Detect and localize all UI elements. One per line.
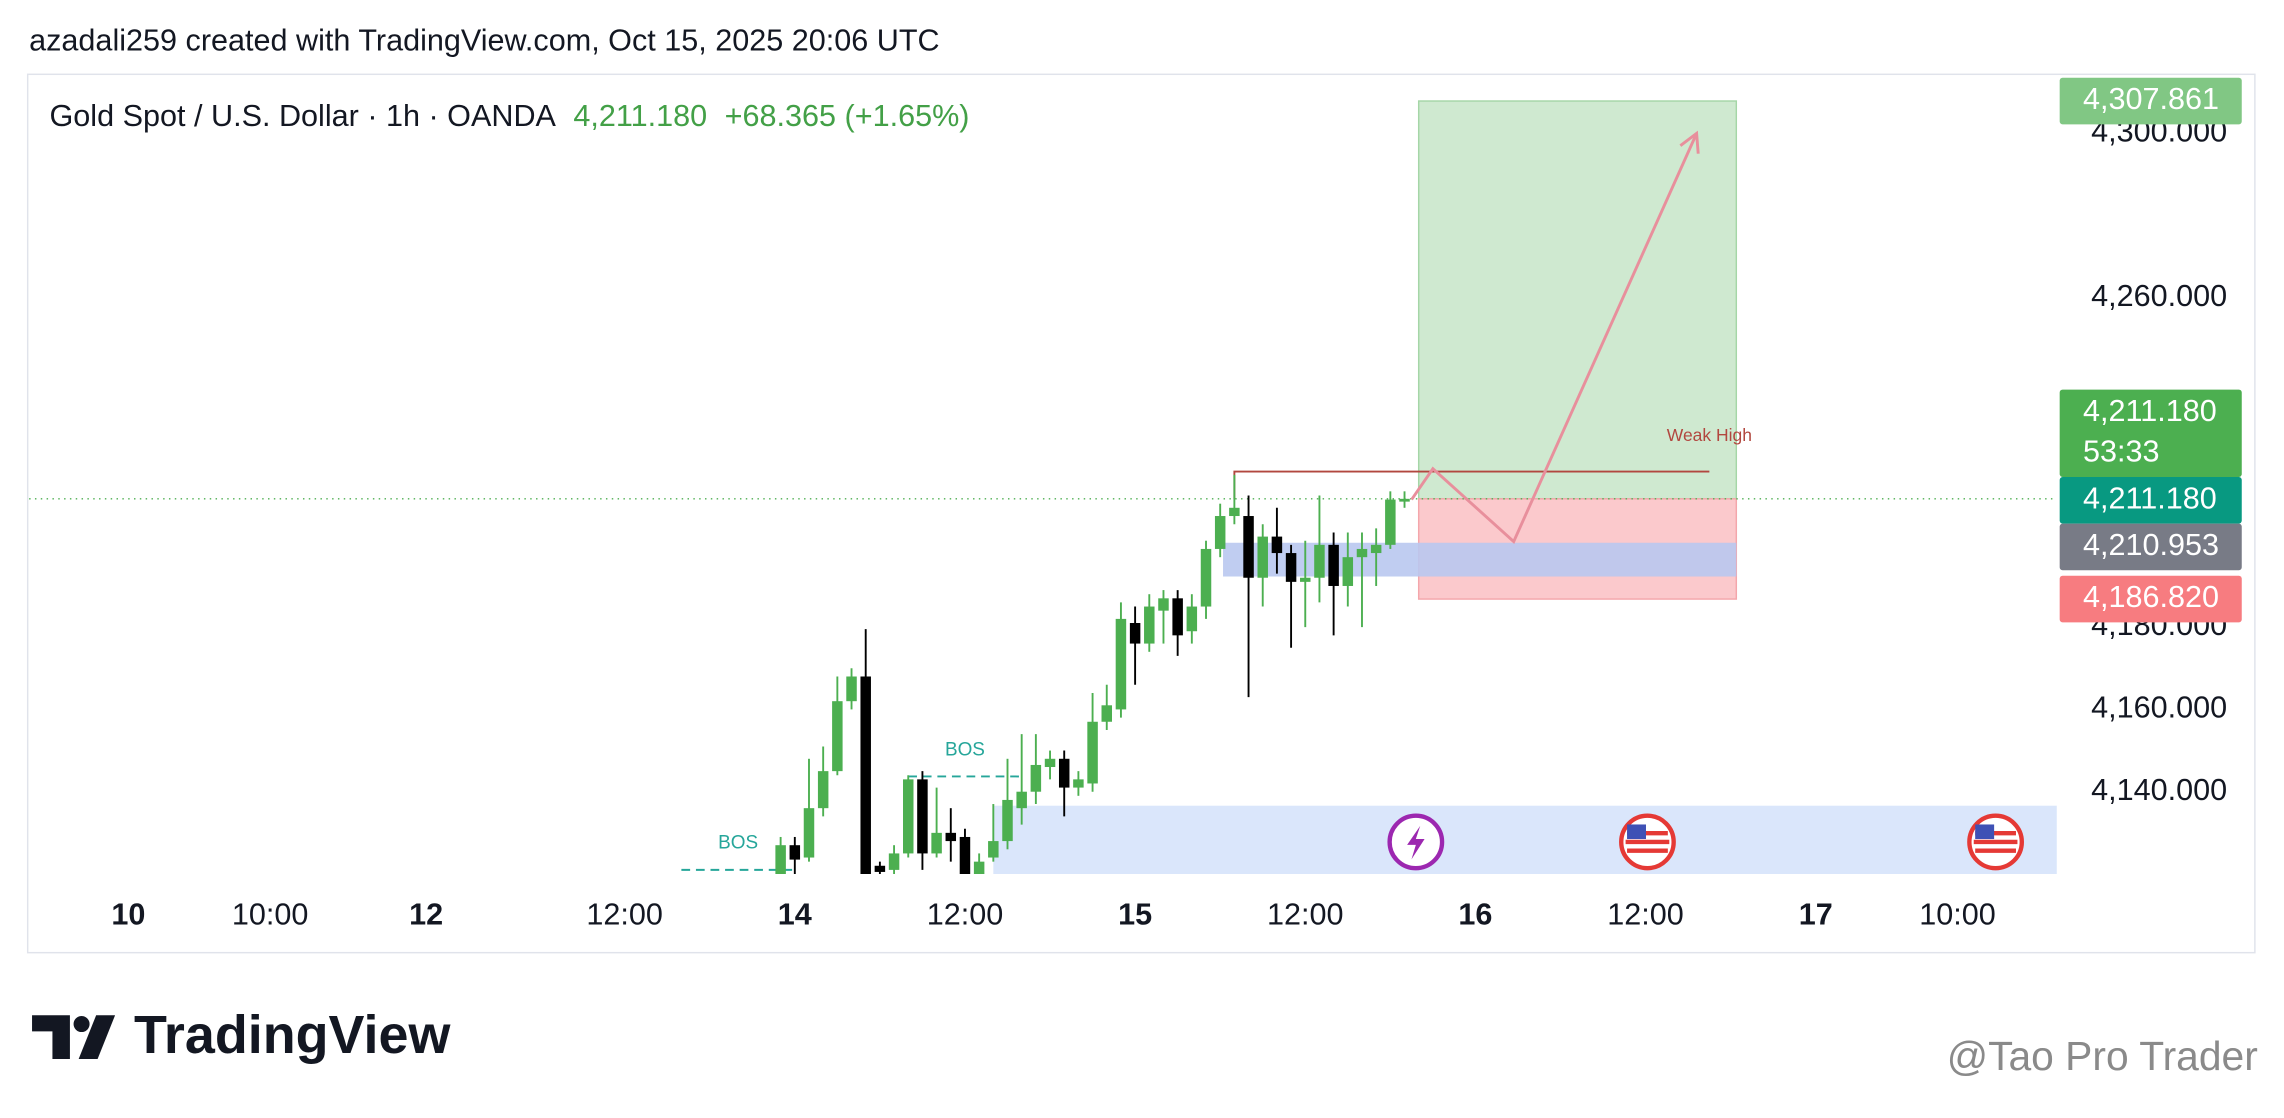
profit-zone — [1417, 100, 1738, 500]
candle-body — [1044, 758, 1056, 768]
event-icon — [1627, 824, 1646, 840]
x-tick-label: 16 — [1458, 897, 1492, 931]
x-tick-label: 10:00 — [1919, 897, 1996, 931]
candle-body — [959, 836, 971, 874]
candle-body — [1016, 791, 1027, 809]
candle-body — [1073, 779, 1084, 788]
candle-body — [1186, 606, 1198, 632]
logo-icon — [73, 1016, 90, 1033]
price-badge — [2059, 77, 2242, 125]
price-badge-label: 4,307.861 — [2083, 82, 2219, 116]
event-icon — [1407, 825, 1425, 860]
bos-label: BOS — [945, 739, 985, 760]
candle-body — [1342, 557, 1354, 586]
demand-zone — [1223, 542, 1737, 577]
candle-body — [1144, 606, 1155, 644]
brand-logo — [32, 1015, 116, 1059]
candle-body — [1030, 764, 1042, 792]
candle-body — [1356, 548, 1368, 558]
x-tick-label: 17 — [1799, 897, 1833, 931]
candle-body — [888, 853, 900, 870]
watermark: @Tao Pro Trader — [1947, 1033, 2258, 1079]
candle-body — [1314, 544, 1325, 578]
candle-body — [1385, 499, 1396, 545]
price-badge — [2059, 476, 2242, 524]
candle-body — [1243, 516, 1254, 578]
candle-body — [1087, 721, 1098, 784]
candle-body — [1129, 623, 1141, 644]
price-badge-label: 4,210.953 — [2083, 528, 2219, 562]
candle-body — [973, 861, 985, 874]
weak-high-label: Weak High — [1667, 425, 1752, 445]
price-badge-label: 4,211.180 — [2083, 481, 2217, 515]
y-tick-label: 4,160.000 — [2091, 690, 2227, 724]
x-tick-label: 12 — [409, 897, 443, 931]
candle-body — [1172, 598, 1183, 636]
candle-body — [1300, 577, 1311, 582]
candle-body — [1328, 544, 1339, 586]
axes: 10 10:00 12 12:00 14 12:00 15 12:00 16 12:00 17 10:… — [111, 77, 2242, 931]
event-icons — [1387, 813, 2024, 871]
candle-body — [931, 832, 942, 854]
candle-body — [1101, 705, 1112, 722]
candle-body — [817, 771, 829, 809]
price-badge-label: 4,211.180 — [2083, 394, 2217, 428]
plot: Weak High BOS BOS — [29, 100, 2057, 874]
candle-body — [945, 832, 957, 842]
candle-body — [903, 779, 914, 854]
arrow-head — [1679, 130, 1700, 154]
x-tick-label: 12:00 — [586, 897, 663, 931]
demand-zone — [993, 805, 2057, 874]
logo-icon — [32, 1015, 70, 1059]
price-change: +68.365 (+1.65%) — [725, 99, 970, 133]
candle-body — [775, 845, 786, 874]
bos-label: BOS — [718, 833, 758, 854]
price-badge — [2059, 575, 2242, 623]
credit: azadali259 created with TradingView.com,… — [29, 23, 940, 57]
candle-body — [832, 701, 843, 772]
x-tick-label: 12:00 — [927, 897, 1004, 931]
price-badge — [2059, 389, 2242, 477]
candle-body — [1058, 758, 1070, 788]
x-tick-label: 10:00 — [232, 897, 309, 931]
x-tick-label: 12:00 — [1267, 897, 1344, 931]
projection-arrow — [1410, 132, 1698, 544]
candle-body — [1271, 536, 1283, 554]
event-icon — [1975, 824, 1995, 840]
candle-body — [1285, 553, 1297, 582]
candle-body — [803, 808, 815, 858]
candle-body — [1399, 498, 1410, 502]
y-tick-label: 4,140.000 — [2091, 773, 2227, 807]
candle-body — [1257, 536, 1268, 578]
candle-body — [789, 845, 801, 860]
candle-body — [1229, 507, 1240, 517]
x-tick-label: 14 — [778, 897, 812, 931]
candle-body — [1002, 799, 1013, 842]
candle-body — [1214, 516, 1226, 549]
price-badge-label: 4,186.820 — [2083, 580, 2219, 614]
last-price: 4,211.180 — [573, 99, 707, 133]
candle-body — [846, 676, 857, 702]
candle-body — [1200, 548, 1212, 607]
x-tick-label: 10 — [111, 897, 145, 931]
y-tick-label: 4,260.000 — [2091, 279, 2227, 313]
x-tick-label: 15 — [1118, 897, 1152, 931]
symbol: Gold Spot / U.S. Dollar · 1h · OANDA — [50, 99, 557, 133]
candle-body — [874, 865, 886, 872]
logo-icon — [78, 1015, 116, 1059]
countdown: 53:33 — [2083, 435, 2160, 469]
candle-body — [860, 676, 871, 874]
candle-body — [1370, 544, 1382, 554]
candle-body — [917, 779, 928, 854]
candle-body — [1115, 618, 1127, 710]
price-badge — [2059, 523, 2242, 571]
candle-body — [1158, 598, 1169, 611]
brand: TradingView — [134, 1005, 451, 1065]
candle-body — [988, 841, 999, 858]
x-tick-label: 12:00 — [1607, 897, 1684, 931]
